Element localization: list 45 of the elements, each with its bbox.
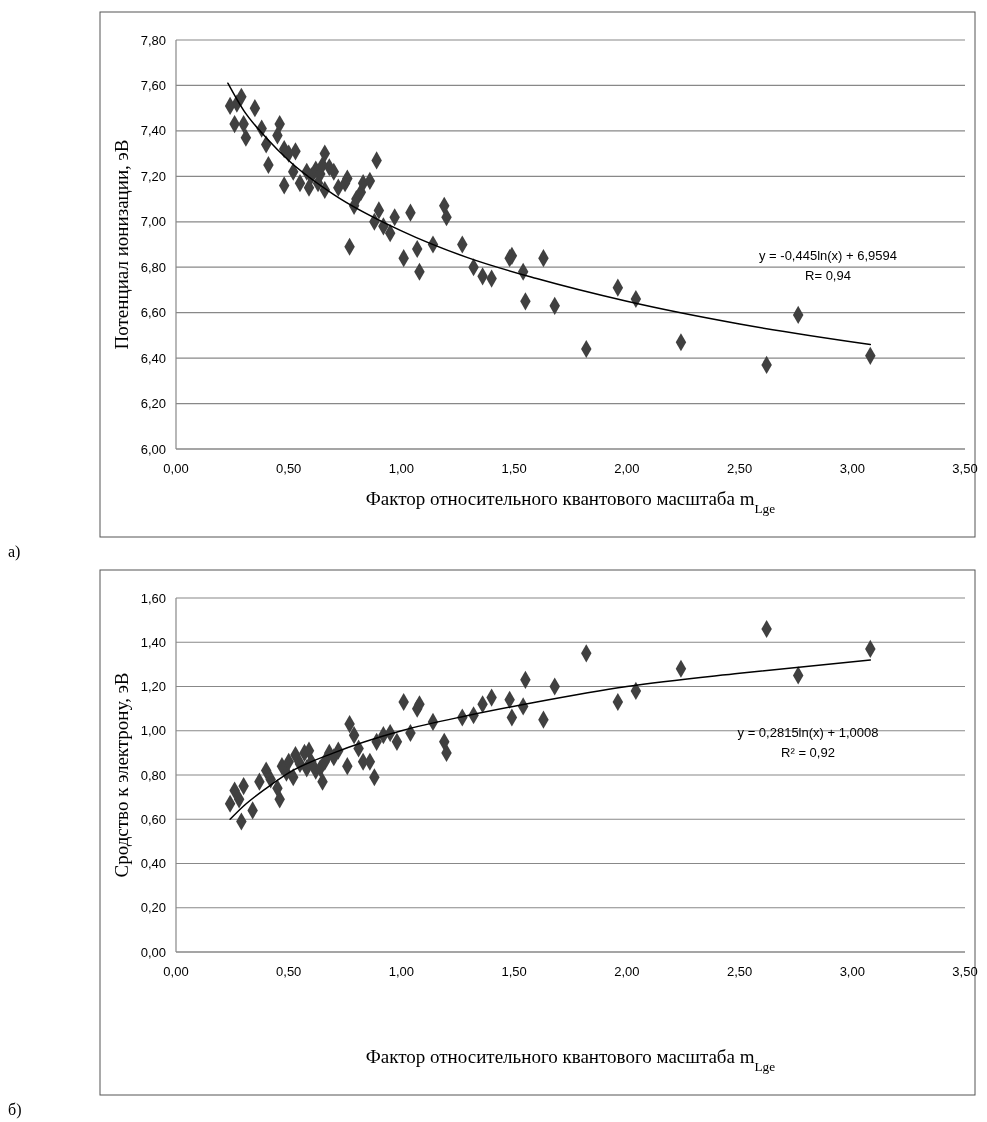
x-tick-label: 0,00 [163,461,189,476]
annotation: R= 0,94 [805,268,851,284]
x-tick-label: 3,50 [952,461,978,476]
x-tick-label: 1,50 [501,461,527,476]
x-tick-label: 2,50 [726,964,753,979]
annotation: y = 0,2815ln(x) + 1,0008 [737,725,879,741]
x-tick-label: 0,50 [276,461,302,476]
y-tick-label: 1,00 [140,723,166,739]
y-tick-label: 6,40 [140,350,166,366]
y-tick-label: 7,60 [140,77,166,93]
y-tick-label: 6,60 [140,305,166,321]
x-tick-label: 0,00 [163,964,189,979]
annotation: y = -0,445ln(x) + 6,9594 [758,248,898,264]
x-tick-label: 2,50 [726,461,753,476]
y-tick-label: 7,00 [140,214,166,230]
y-tick-label: 0,60 [140,811,166,827]
y-tick-label: 0,20 [140,900,166,916]
y-tick-label: 0,80 [140,767,166,783]
text: б) [8,1101,22,1119]
x-tick-label: 1,00 [388,964,415,979]
y-tick-label: 1,60 [140,590,166,606]
y-tick-label: 7,40 [140,123,166,139]
x-tick-label: 3,50 [952,964,978,979]
x-tick-label: 1,00 [388,461,415,476]
y-tick-label: 0,40 [140,856,166,872]
x-tick-label: 3,00 [839,964,865,979]
x-tick-label: 3,00 [839,461,865,476]
y-axis-title: Потенциал ионизации, эВ [111,139,132,350]
y-tick-label: 6,20 [140,396,166,412]
x-axis-title: Фактор относительного квантового масштаба m$_{Lge}$ [365,1046,776,1074]
y-tick-label: 7,80 [140,32,166,48]
text: а) [8,543,21,561]
x-tick-label: 2,00 [614,461,640,476]
y-axis-title: Сродство к электрону, эВ [111,672,132,878]
y-tick-label: 1,40 [140,634,166,650]
x-tick-label: 0,50 [276,964,302,979]
y-tick-label: 6,00 [140,441,166,457]
x-tick-label: 1,50 [501,964,527,979]
annotation: R² = 0,92 [781,745,835,761]
x-tick-label: 2,00 [614,964,640,979]
y-tick-label: 7,20 [140,168,166,184]
x-axis-title: Фактор относительного квантового масштаба m$_{Lge}$ [365,488,776,516]
y-tick-label: 0,00 [140,944,166,960]
y-tick-label: 1,20 [140,679,166,695]
y-tick-label: 6,80 [140,259,166,275]
